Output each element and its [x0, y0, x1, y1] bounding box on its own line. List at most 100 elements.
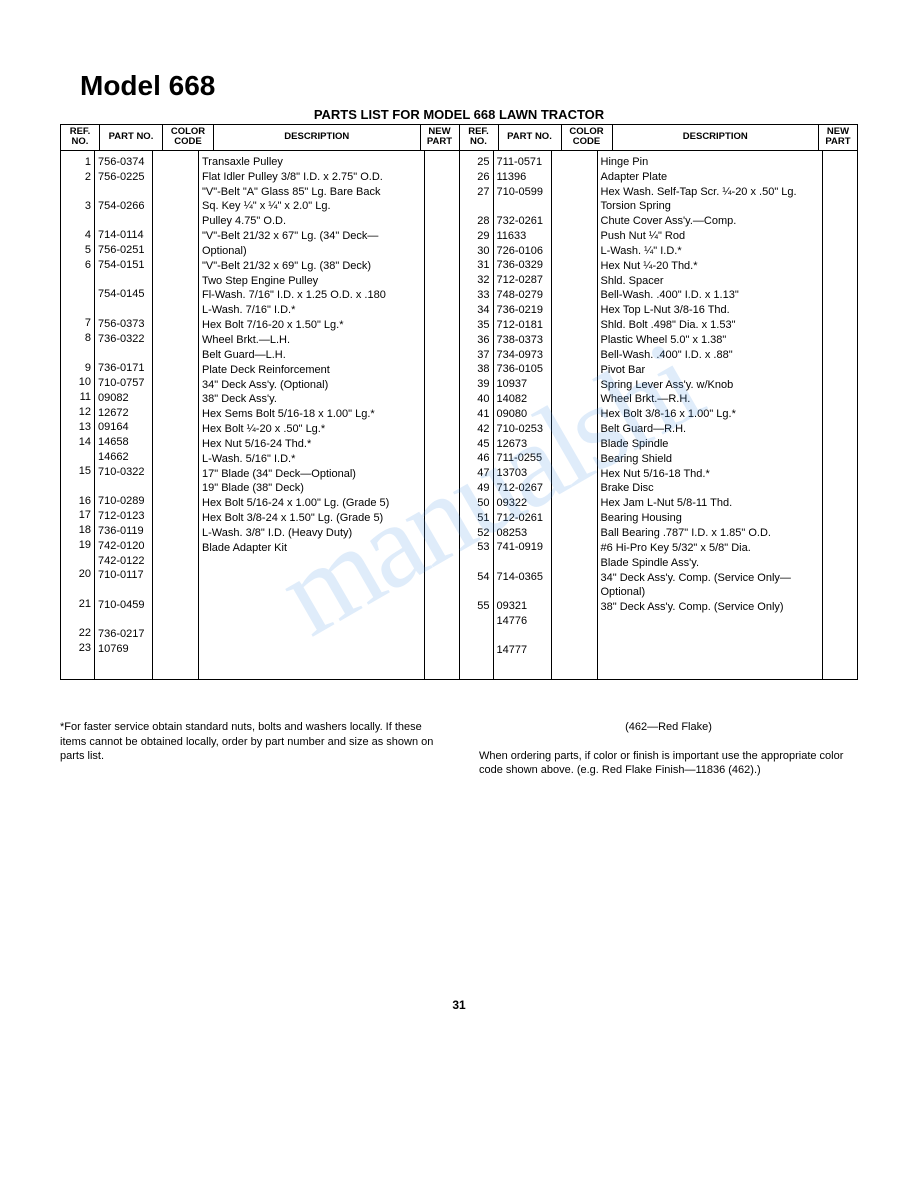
description: Plastic Wheel 5.0" x 1.38": [601, 333, 820, 348]
description: Hex Bolt 3/8-24 x 1.50" Lg. (Grade 5): [202, 511, 421, 526]
part-no: 710-0599: [497, 185, 548, 200]
description: Spring Lever Ass'y. w/Knob: [601, 378, 820, 393]
table-row: 22: [64, 626, 91, 641]
description: Two Step Engine Pulley: [202, 274, 421, 289]
body-left: 1234567891011121314151617181920212223 75…: [61, 151, 459, 679]
description: Sq. Key ¼" x ¼" x 2.0" Lg.: [202, 199, 421, 214]
description: 17" Blade (34" Deck—Optional): [202, 467, 421, 482]
description: Hex Wash. Self-Tap Scr. ¼-20 x .50" Lg.: [601, 185, 820, 200]
description: 34" Deck Ass'y. Comp. (Service Only—Opti…: [601, 571, 820, 601]
description: L-Wash. 7/16" I.D.*: [202, 303, 421, 318]
table-row: 41: [463, 407, 490, 422]
description: Bearing Housing: [601, 511, 820, 526]
table-row: 17: [64, 508, 91, 523]
part-no: 756-0225: [98, 170, 149, 185]
description: Hex Top L-Nut 3/8-16 Thd.: [601, 303, 820, 318]
table-row: 39: [463, 377, 490, 392]
description: Transaxle Pulley: [202, 155, 421, 170]
description: Torsion Spring: [601, 199, 820, 214]
hdr-color: COLOR CODE: [562, 125, 613, 150]
part-no: 736-0322: [98, 332, 149, 347]
subtitle: PARTS LIST FOR MODEL 668 LAWN TRACTOR: [60, 107, 858, 122]
part-no: 10937: [497, 377, 548, 392]
table-row: 28: [463, 214, 490, 229]
part-no: 710-0459: [98, 598, 149, 613]
part-no: 10769: [98, 642, 149, 657]
part-no: 09321: [497, 599, 548, 614]
part-no: 736-0219: [497, 303, 548, 318]
table-row: 25: [463, 155, 490, 170]
description: 19" Blade (38" Deck): [202, 481, 421, 496]
part-no: 12672: [98, 406, 149, 421]
description: Shld. Spacer: [601, 274, 820, 289]
part-no: 14662: [98, 450, 149, 465]
description: Hex Bolt ¼-20 x .50" Lg.*: [202, 422, 421, 437]
table-row: 5: [64, 243, 91, 258]
description: 34" Deck Ass'y. (Optional): [202, 378, 421, 393]
table-row: 36: [463, 333, 490, 348]
hdr-desc: DESCRIPTION: [214, 125, 421, 150]
description: Bell-Wash. .400" I.D. x .88": [601, 348, 820, 363]
description: Pivot Bar: [601, 363, 820, 378]
table-row: 52: [463, 526, 490, 541]
table-row: [64, 450, 91, 465]
description: Bearing Shield: [601, 452, 820, 467]
hdr-ref: REF. NO.: [460, 125, 499, 150]
description: Hex Bolt 3/8-16 x 1.00" Lg.*: [601, 407, 820, 422]
description: L-Wash. 3/8" I.D. (Heavy Duty): [202, 526, 421, 541]
table-row: 26: [463, 170, 490, 185]
table-row: 45: [463, 437, 490, 452]
description: Fl-Wash. 7/16" I.D. x 1.25 O.D. x .180: [202, 288, 421, 303]
description: Hex Bolt 5/16-24 x 1.00" Lg. (Grade 5): [202, 496, 421, 511]
table-row: 46: [463, 451, 490, 466]
part-no: 712-0267: [497, 481, 548, 496]
part-no: 710-0253: [497, 422, 548, 437]
description: Hex Jam L-Nut 5/8-11 Thd.: [601, 496, 820, 511]
part-no: 756-0251: [98, 243, 149, 258]
part-no: 710-0289: [98, 494, 149, 509]
part-no: 714-0114: [98, 228, 149, 243]
hdr-ref: REF. NO.: [61, 125, 100, 150]
table-row: 51: [463, 511, 490, 526]
body-right: 2526272829303132333435363738394041424546…: [460, 151, 858, 679]
description: Belt Guard—R.H.: [601, 422, 820, 437]
part-no: 712-0287: [497, 273, 548, 288]
part-no: 09322: [497, 496, 548, 511]
table-row: 7: [64, 316, 91, 331]
part-no: 09164: [98, 420, 149, 435]
part-no: 714-0365: [497, 570, 548, 585]
description: #6 Hi-Pro Key 5/32" x 5/8" Dia.: [601, 541, 820, 556]
table-row: 10: [64, 375, 91, 390]
part-no: 710-0757: [98, 376, 149, 391]
table-row: 9: [64, 361, 91, 376]
table-row: 54: [463, 570, 490, 585]
description: Hinge Pin: [601, 155, 820, 170]
part-no: 736-0329: [497, 258, 548, 273]
table-row: 2: [64, 170, 91, 185]
part-no: 711-0255: [497, 451, 548, 466]
description: "V"-Belt "A" Glass 85" Lg. Bare Back: [202, 185, 421, 200]
description: 38" Deck Ass'y. Comp. (Service Only): [601, 600, 820, 615]
table-row: [64, 287, 91, 302]
header-row-left: REF. NO. PART NO. COLOR CODE DESCRIPTION…: [61, 125, 459, 151]
description: Ball Bearing .787" I.D. x 1.85" O.D.: [601, 526, 820, 541]
part-no: 13703: [497, 466, 548, 481]
part-no: 08253: [497, 526, 548, 541]
description: "V"-Belt 21/32 x 69" Lg. (38" Deck): [202, 259, 421, 274]
table-row: 27: [463, 185, 490, 200]
table-row: 35: [463, 318, 490, 333]
part-no: 736-0217: [98, 627, 149, 642]
part-no: 738-0373: [497, 333, 548, 348]
description: Wheel Brkt.—L.H.: [202, 333, 421, 348]
description: Bell-Wash. .400" I.D. x 1.13": [601, 288, 820, 303]
table-row: 4: [64, 228, 91, 243]
table-row: 21: [64, 597, 91, 612]
part-no: 14658: [98, 435, 149, 450]
table-row: 33: [463, 288, 490, 303]
table-right: REF. NO. PART NO. COLOR CODE DESCRIPTION…: [460, 125, 858, 679]
description: Hex Sems Bolt 5/16-18 x 1.00" Lg.*: [202, 407, 421, 422]
description: Plate Deck Reinforcement: [202, 363, 421, 378]
hdr-part: PART NO.: [499, 125, 562, 150]
part-no: 756-0374: [98, 155, 149, 170]
description: Wheel Brkt.—R.H.: [601, 392, 820, 407]
